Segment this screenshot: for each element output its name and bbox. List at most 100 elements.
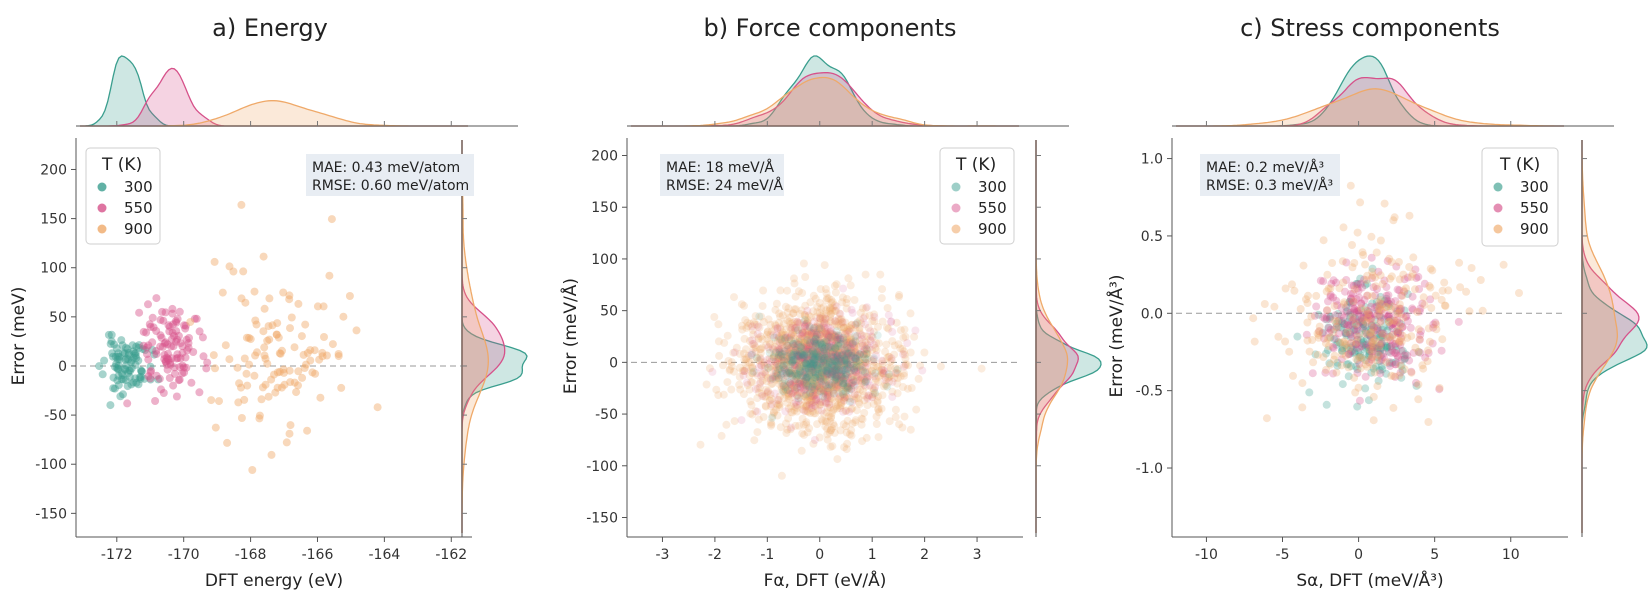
- scatter-point-300: [809, 362, 818, 371]
- scatter-point-900: [265, 294, 274, 303]
- scatter-point-900: [879, 369, 888, 378]
- scatter-point-550: [840, 357, 849, 365]
- scatter-point-300: [833, 342, 842, 351]
- scatter-point-300: [792, 375, 801, 384]
- scatter-point-900: [802, 400, 811, 409]
- scatter-point-900: [725, 366, 734, 375]
- scatter-point-300: [114, 352, 123, 361]
- right-density: [461, 140, 528, 533]
- scatter-point-900: [756, 332, 765, 341]
- scatter-point-900: [811, 334, 820, 343]
- scatter-point-900: [784, 414, 793, 423]
- scatter-point-550: [797, 354, 806, 363]
- y-tick-label: -50: [44, 408, 67, 424]
- scatter-point-300: [764, 363, 773, 372]
- scatter-point-300: [800, 316, 809, 325]
- scatter-point-900: [1290, 286, 1299, 295]
- scatter-point-900: [774, 376, 783, 385]
- scatter-point-300: [803, 372, 812, 381]
- scatter-point-900: [1389, 403, 1398, 412]
- scatter-point-900: [851, 416, 860, 425]
- scatter-point-300: [821, 353, 830, 362]
- scatter-point-900: [1330, 302, 1339, 311]
- scatter-point-900: [774, 395, 783, 404]
- scatter-point-550: [144, 355, 153, 364]
- scatter-point-900: [901, 360, 910, 369]
- scatter-point-300: [809, 355, 818, 364]
- scatter-point-900: [867, 366, 876, 375]
- scatter-point-300: [817, 341, 826, 350]
- scatter-point-550: [824, 333, 833, 342]
- scatter-point-900: [831, 332, 840, 341]
- scatter-point-900: [901, 354, 910, 363]
- scatter-point-900: [794, 379, 803, 388]
- scatter-point-550: [800, 354, 809, 362]
- scatter-point-900: [815, 376, 824, 384]
- scatter-point-900: [824, 366, 832, 375]
- scatter-point-900: [801, 407, 810, 416]
- legend-marker-900: [1493, 224, 1503, 234]
- scatter-point-300: [837, 351, 846, 360]
- scatter-point-900: [824, 394, 833, 403]
- scatter-point-900: [847, 335, 856, 344]
- scatter-point-300: [873, 331, 882, 340]
- scatter-point-900: [793, 391, 802, 400]
- scatter-point-300: [811, 335, 820, 344]
- scatter-point-900: [845, 369, 854, 378]
- scatter-point-550: [851, 377, 860, 386]
- scatter-point-550: [781, 367, 790, 376]
- scatter-point-900: [1329, 328, 1338, 337]
- scatter-point-900: [874, 362, 883, 371]
- scatter-point-900: [799, 346, 808, 355]
- scatter-point-900: [799, 392, 808, 401]
- scatter-point-900: [290, 343, 299, 352]
- scatter-point-300: [807, 385, 816, 394]
- scatter-point-900: [851, 418, 860, 427]
- scatter-point-900: [803, 318, 812, 327]
- scatter-point-900: [1303, 336, 1312, 345]
- scatter-point-900: [1362, 318, 1371, 327]
- legend-label-300: 300: [1520, 178, 1549, 196]
- scatter-point-900: [797, 349, 806, 358]
- scatter-point-900: [1424, 346, 1432, 355]
- scatter-point-550: [796, 350, 804, 359]
- scatter-point-900: [810, 346, 819, 355]
- scatter-point-550: [816, 358, 825, 367]
- scatter-point-900: [819, 358, 828, 367]
- scatter-point-900: [294, 299, 303, 308]
- scatter-point-550: [834, 331, 843, 340]
- scatter-point-900: [319, 302, 328, 311]
- scatter-point-900: [1353, 228, 1362, 237]
- scatter-point-900: [1407, 272, 1416, 281]
- scatter-point-900: [796, 377, 805, 386]
- scatter-point-300: [1367, 338, 1376, 347]
- scatter-point-550: [811, 354, 820, 363]
- scatter-point-300: [834, 378, 843, 387]
- scatter-point-900: [318, 352, 327, 361]
- scatter-point-900: [239, 267, 248, 276]
- scatter-point-550: [814, 360, 823, 369]
- scatter-point-900: [279, 365, 288, 374]
- scatter-point-300: [801, 364, 810, 373]
- scatter-point-300: [832, 362, 841, 371]
- scatter-point-900: [779, 385, 788, 394]
- scatter-point-900: [253, 348, 261, 357]
- scatter-point-550: [785, 369, 794, 378]
- scatter-point-550: [793, 384, 802, 393]
- scatter-point-900: [825, 303, 834, 312]
- scatter-point-900: [810, 385, 819, 394]
- scatter-point-300: [861, 378, 870, 387]
- scatter-point-550: [785, 387, 794, 395]
- scatter-point-900: [829, 358, 838, 367]
- x-tick-label: 2: [920, 547, 929, 563]
- scatter-point-550: [202, 364, 211, 373]
- scatter-point-550: [833, 372, 842, 381]
- scatter-point-550: [179, 363, 188, 372]
- scatter-point-550: [839, 346, 848, 355]
- scatter-point-900: [801, 402, 810, 411]
- scatter-point-900: [833, 363, 842, 372]
- scatter-point-900: [775, 318, 783, 327]
- scatter-point-900: [878, 369, 887, 378]
- legend-label-900: 900: [978, 220, 1007, 238]
- panel-title: a) Energy: [212, 14, 328, 42]
